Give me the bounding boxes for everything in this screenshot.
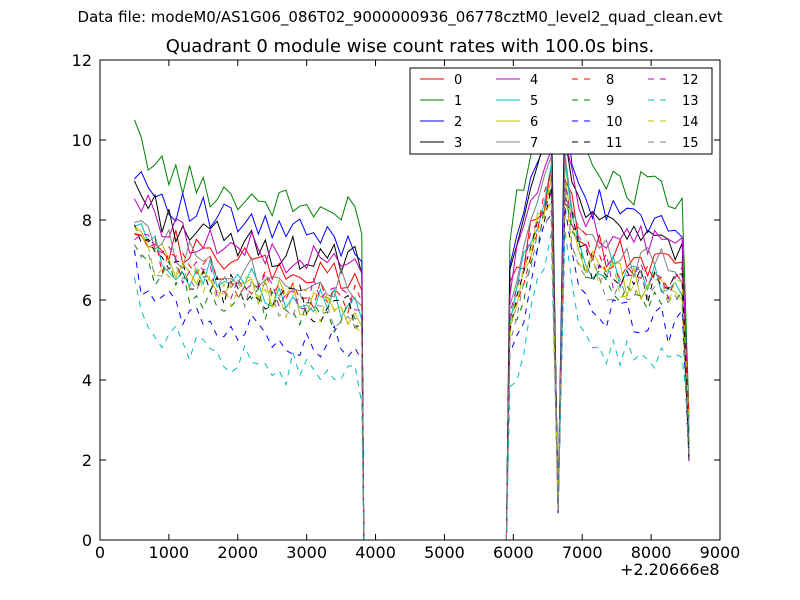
series-line-1 xyxy=(133,80,690,541)
y-tick-label-0: 0 xyxy=(82,531,92,550)
legend-label-12: 12 xyxy=(682,73,699,88)
x-tick-label-3000: 3000 xyxy=(286,543,327,562)
legend-box xyxy=(409,67,713,155)
series-line-6 xyxy=(134,177,690,541)
y-tick-label-6: 6 xyxy=(82,291,92,310)
legend-label-10: 10 xyxy=(606,115,623,130)
legend-label-1: 1 xyxy=(454,94,462,109)
series-line-9 xyxy=(133,188,690,541)
legend-label-14: 14 xyxy=(682,115,699,130)
x-tick-label-1000: 1000 xyxy=(149,543,190,562)
legend-label-4: 4 xyxy=(530,73,538,88)
legend-label-0: 0 xyxy=(454,73,462,88)
y-tick-label-8: 8 xyxy=(82,211,92,230)
y-tick-label-12: 12 xyxy=(72,51,92,70)
legend-label-3: 3 xyxy=(454,136,462,151)
chart-title: Quadrant 0 module wise count rates with … xyxy=(165,36,655,57)
series-line-11 xyxy=(133,187,690,541)
x-tick-label-6000: 6000 xyxy=(493,543,534,562)
legend-label-15: 15 xyxy=(682,136,699,151)
x-tick-label-9000: 9000 xyxy=(700,543,741,562)
legend-label-2: 2 xyxy=(454,115,462,130)
series-line-5 xyxy=(134,162,690,541)
series-line-14 xyxy=(134,188,690,541)
legend-label-6: 6 xyxy=(530,115,538,130)
legend-label-5: 5 xyxy=(530,94,538,109)
x-tick-label-5000: 5000 xyxy=(424,543,465,562)
data-file-label: Data file: modeM0/AS1G06_086T02_90000009… xyxy=(77,8,723,26)
series-line-12 xyxy=(134,179,690,541)
series-line-8 xyxy=(134,172,690,541)
x-tick-label-7000: 7000 xyxy=(562,543,603,562)
series-line-15 xyxy=(133,182,690,541)
x-tick-label-2000: 2000 xyxy=(217,543,258,562)
series-line-2 xyxy=(134,95,690,541)
series-line-10 xyxy=(133,207,690,541)
x-tick-label-8000: 8000 xyxy=(631,543,672,562)
y-tick-label-2: 2 xyxy=(82,451,92,470)
series-line-7 xyxy=(134,153,690,541)
legend-label-9: 9 xyxy=(606,94,614,109)
x-axis-offset-label: +2.20666e8 xyxy=(620,560,720,579)
series-lines xyxy=(133,80,690,541)
x-tick-label-4000: 4000 xyxy=(355,543,396,562)
series-line-3 xyxy=(133,125,690,541)
series-line-13 xyxy=(133,229,690,541)
legend-label-13: 13 xyxy=(682,94,699,109)
legend-label-7: 7 xyxy=(530,136,538,151)
legend-label-8: 8 xyxy=(606,73,614,88)
series-line-4 xyxy=(133,141,690,541)
y-tick-label-10: 10 xyxy=(72,131,92,150)
series-line-0 xyxy=(134,166,690,541)
legend-label-11: 11 xyxy=(606,136,623,151)
y-tick-label-4: 4 xyxy=(82,371,92,390)
x-tick-label-0: 0 xyxy=(95,543,105,562)
